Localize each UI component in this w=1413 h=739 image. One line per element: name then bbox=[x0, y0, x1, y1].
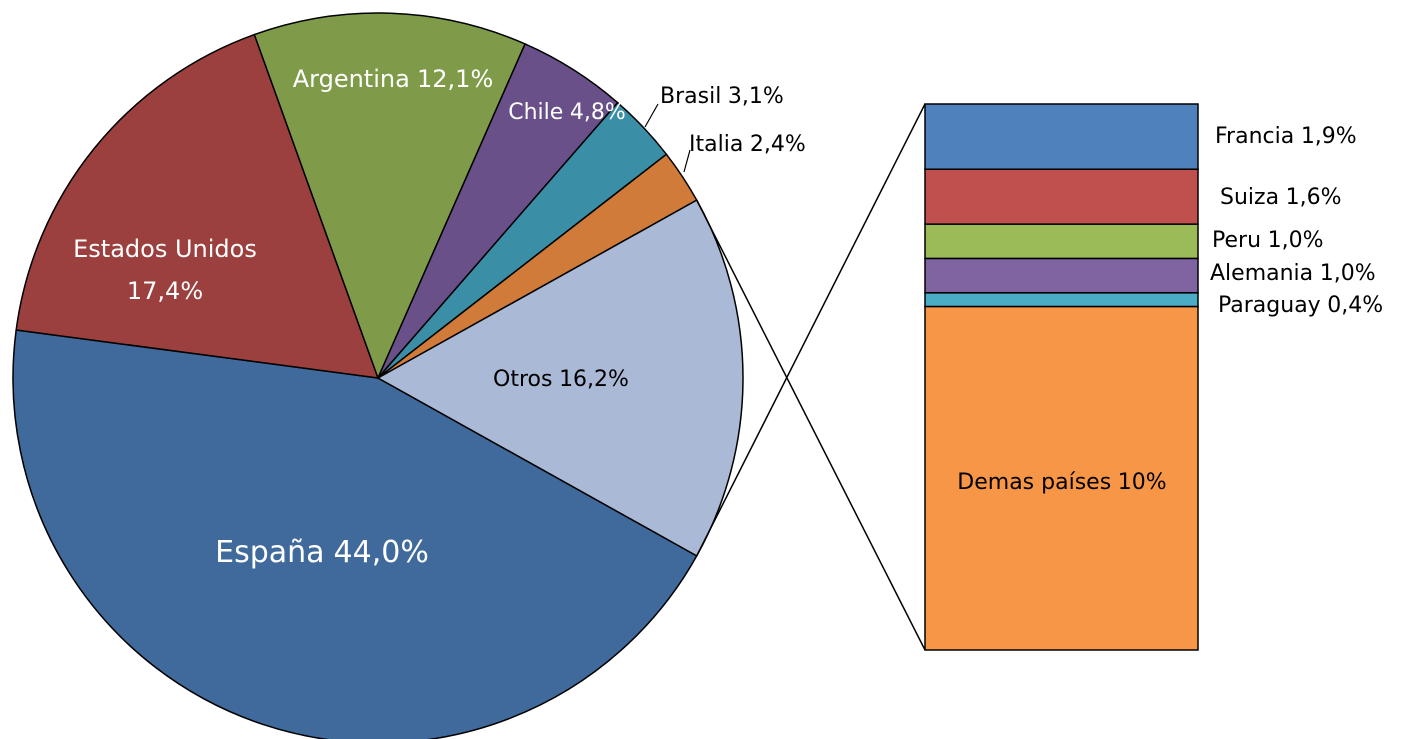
connector-line bbox=[696, 103, 926, 557]
category-name: Demas países bbox=[957, 470, 1111, 495]
category-name: Paraguay bbox=[1218, 293, 1321, 318]
value-label: 4,8% bbox=[570, 100, 626, 125]
value-label: 44,0% bbox=[334, 535, 429, 570]
value-label: 2,4% bbox=[750, 132, 806, 157]
data-label: Chile 4,8% bbox=[508, 100, 626, 125]
value-label: 10% bbox=[1118, 470, 1167, 495]
category-name: Alemania bbox=[1210, 261, 1313, 286]
bar-segment bbox=[924, 223, 1199, 260]
data-label: Alemania 1,0% bbox=[1210, 261, 1376, 286]
data-label: Francia 1,9% bbox=[1215, 124, 1357, 149]
connector-line bbox=[696, 199, 926, 651]
data-label: Paraguay 0,4% bbox=[1218, 293, 1383, 318]
data-label: Argentina 12,1% bbox=[293, 65, 494, 93]
value-label: 1,0% bbox=[1320, 261, 1376, 286]
data-label: Estados Unidos 17,4% bbox=[73, 235, 257, 305]
value-label: 17,4% bbox=[127, 277, 203, 305]
bar-segment bbox=[924, 103, 1199, 170]
category-name: Italia bbox=[689, 132, 743, 157]
bar-segment bbox=[924, 168, 1199, 225]
value-label: 1,0% bbox=[1268, 228, 1324, 253]
category-name: Argentina bbox=[293, 65, 410, 93]
category-name: Estados Unidos bbox=[73, 235, 257, 263]
data-label: Suiza 1,6% bbox=[1220, 185, 1342, 210]
pie-slice bbox=[12, 329, 698, 739]
data-label: Italia 2,4% bbox=[689, 132, 806, 157]
bar-segment bbox=[924, 305, 1199, 651]
data-label: Peru 1,0% bbox=[1212, 228, 1324, 253]
category-name: Peru bbox=[1212, 228, 1261, 253]
category-name: España bbox=[215, 535, 324, 570]
category-name: Francia bbox=[1215, 124, 1294, 149]
value-label: 1,6% bbox=[1286, 185, 1342, 210]
pie-slice bbox=[15, 33, 380, 379]
data-label: Otros 16,2% bbox=[493, 367, 629, 392]
value-label: 1,9% bbox=[1301, 124, 1357, 149]
data-label: España 44,0% bbox=[215, 535, 429, 570]
category-name: Chile bbox=[508, 100, 563, 125]
category-name: Brasil bbox=[660, 84, 721, 109]
category-name: Otros bbox=[493, 367, 552, 392]
data-label: Demas países 10% bbox=[957, 470, 1166, 495]
leader-line bbox=[644, 103, 659, 128]
value-label: 0,4% bbox=[1327, 293, 1383, 318]
category-name: Suiza bbox=[1220, 185, 1279, 210]
value-label: 3,1% bbox=[728, 84, 784, 109]
value-label: 12,1% bbox=[417, 65, 493, 93]
pie-slice bbox=[253, 12, 527, 381]
data-label: Brasil 3,1% bbox=[660, 84, 784, 109]
bar-segment bbox=[924, 257, 1199, 294]
leader-line bbox=[683, 149, 691, 173]
value-label: 16,2% bbox=[559, 367, 629, 392]
bar-segment bbox=[924, 292, 1199, 308]
